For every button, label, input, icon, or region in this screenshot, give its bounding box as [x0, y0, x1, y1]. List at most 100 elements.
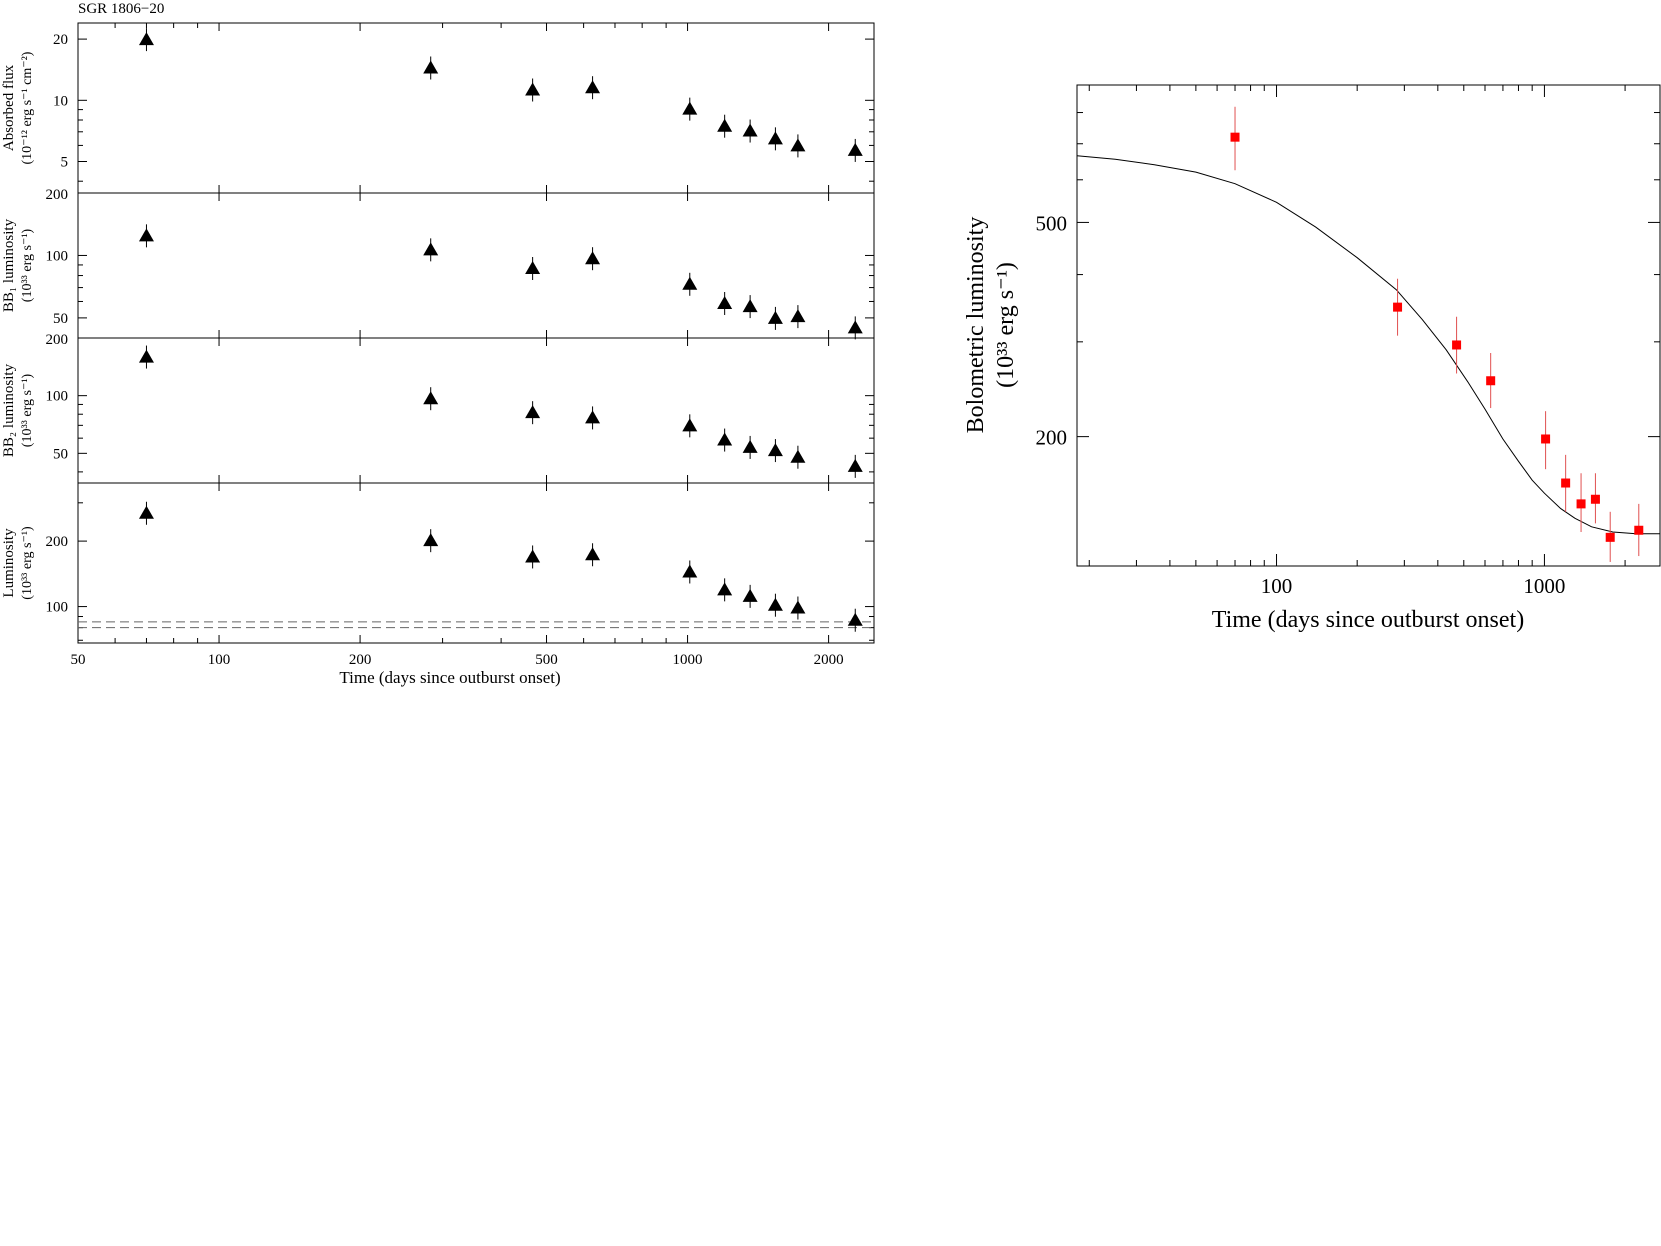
left-multipanel-chart: SGR 1806−20 5 10 20 200 Absorbed flux (10⁻¹² … [1, 1, 875, 687]
x-tick-label: 100 [208, 652, 231, 668]
panel-y-axis-label-line2: (10³³ erg s⁻¹) [20, 373, 35, 447]
x-tick-label: 100 [1261, 574, 1293, 598]
data-marker-triangle [717, 295, 733, 309]
x-tick-label: 1000 [1523, 574, 1565, 598]
left-panels: 5 10 20 200 Absorbed flux (10⁻¹² erg s⁻¹ cm⁻²… [1, 23, 874, 643]
data-marker-triangle [585, 410, 601, 424]
data-marker-triangle [682, 276, 698, 290]
data-marker-square [1576, 499, 1586, 509]
right-axes: 100 1000 200 500 [1036, 85, 1660, 598]
data-marker-triangle [742, 439, 758, 453]
panel-y-axis-label-line2: (10³³ erg s⁻¹) [20, 526, 35, 600]
x-tick-label: 1000 [673, 652, 703, 668]
data-marker-triangle [423, 242, 439, 256]
data-marker-square [1486, 376, 1496, 386]
data-marker-triangle [717, 432, 733, 446]
left-chart-frame [77, 22, 875, 644]
x-tick-label: 2000 [814, 652, 844, 668]
y-tick-label: 100 [46, 600, 69, 616]
right-chart-frame [1076, 84, 1661, 567]
data-marker-triangle [790, 138, 806, 152]
data-marker-square [1561, 478, 1571, 488]
panel-y-axis-label-line2: (10⁻¹² erg s⁻¹ cm⁻²) [20, 51, 35, 164]
data-marker-square [1230, 132, 1240, 142]
y-tick-label: 50 [53, 311, 68, 327]
data-marker-triangle [423, 60, 439, 74]
data-marker-triangle [847, 458, 863, 472]
data-marker-triangle [525, 82, 541, 96]
data-marker-triangle [742, 123, 758, 137]
panel-y-axis-label-line1: Luminosity [1, 528, 17, 598]
panel-bb2: 50 100 BB₂ luminosity (10³³ erg s⁻¹) [1, 337, 874, 483]
data-marker-triangle [682, 564, 698, 578]
data-marker-square [1605, 532, 1615, 542]
data-marker-triangle [585, 547, 601, 561]
data-marker-triangle [767, 597, 783, 611]
panel-y-axis-label: Luminosity (10³³ erg s⁻¹) [1, 526, 35, 600]
panel-bottom-tick-label: 200 [46, 187, 69, 203]
data-marker-square [1590, 494, 1600, 504]
data-marker-square [1393, 302, 1403, 312]
y-tick-label: 50 [53, 446, 68, 462]
data-marker-square [1541, 434, 1551, 444]
left-x-axis: 50 100 200 500 1000 2000 [71, 23, 844, 668]
panel-y-axis-label-line1: Absorbed flux [1, 64, 17, 151]
right-bolometric-chart: 100 1000 200 500 Time (days since outburst … [963, 84, 1661, 633]
panel-y-axis-label-line2: (10³³ erg s⁻¹) [20, 228, 35, 302]
data-marker-triangle [138, 32, 154, 46]
panel-bb1: 50 100 200 BB₁ luminosity (10³³ erg s⁻¹) [1, 192, 874, 348]
left-chart-title: SGR 1806−20 [78, 1, 164, 17]
data-marker-triangle [138, 349, 154, 363]
data-marker-triangle [847, 142, 863, 156]
left-x-axis-label: Time (days since outburst onset) [339, 668, 560, 687]
panel-bottom-tick-label: 200 [46, 332, 69, 348]
data-marker-triangle [790, 309, 806, 323]
right-y-axis-label-line1: Bolometric luminosity [963, 217, 989, 434]
data-marker-triangle [423, 391, 439, 405]
y-tick-label: 200 [46, 534, 69, 550]
data-marker-triangle [767, 131, 783, 145]
panel-y-axis-label: BB₁ luminosity (10³³ erg s⁻¹) [1, 218, 35, 312]
data-marker-triangle [585, 251, 601, 265]
data-marker-triangle [742, 299, 758, 313]
y-tick-label: 10 [53, 93, 68, 109]
y-tick-label: 200 [1036, 426, 1068, 450]
data-marker-triangle [423, 533, 439, 547]
y-tick-label: 20 [53, 32, 68, 48]
data-marker-triangle [767, 310, 783, 324]
right-y-axis-label: Bolometric luminosity (10³³ erg s⁻¹) [963, 217, 1019, 434]
data-marker-triangle [790, 449, 806, 463]
data-marker-triangle [742, 588, 758, 602]
y-tick-label: 5 [61, 155, 69, 171]
data-marker-triangle [525, 549, 541, 563]
right-y-axis-label-line2: (10³³ erg s⁻¹) [993, 262, 1019, 388]
data-marker-triangle [717, 582, 733, 596]
panel-y-axis-label: Absorbed flux (10⁻¹² erg s⁻¹ cm⁻²) [1, 51, 35, 164]
y-tick-label: 100 [46, 389, 69, 405]
panel-y-axis-label-line1: BB₂ luminosity [1, 363, 17, 457]
data-marker-triangle [138, 228, 154, 242]
data-marker-triangle [525, 405, 541, 419]
right-x-axis-label: Time (days since outburst onset) [1212, 607, 1524, 633]
data-marker-triangle [717, 118, 733, 132]
x-tick-label: 50 [71, 652, 86, 668]
panel-y-axis-label-line1: BB₁ luminosity [1, 218, 17, 312]
data-marker-triangle [138, 505, 154, 519]
panel-lum: 100 200 Luminosity (10³³ erg s⁻¹) [1, 482, 874, 643]
panel-y-axis-label: BB₂ luminosity (10³³ erg s⁻¹) [1, 363, 35, 457]
data-marker-triangle [682, 418, 698, 432]
data-marker-triangle [682, 101, 698, 115]
x-tick-label: 200 [349, 652, 372, 668]
right-data-points [1230, 106, 1644, 562]
data-marker-square [1634, 525, 1644, 535]
data-marker-triangle [585, 80, 601, 94]
x-tick-label: 500 [535, 652, 558, 668]
data-marker-triangle [767, 443, 783, 457]
panel-flux: 5 10 20 200 Absorbed flux (10⁻¹² erg s⁻¹ cm⁻²… [1, 23, 874, 203]
data-marker-triangle [790, 600, 806, 614]
right-model-curve-group [1076, 155, 1660, 535]
y-tick-label: 100 [46, 248, 69, 264]
data-marker-triangle [847, 320, 863, 334]
data-marker-triangle [847, 612, 863, 626]
